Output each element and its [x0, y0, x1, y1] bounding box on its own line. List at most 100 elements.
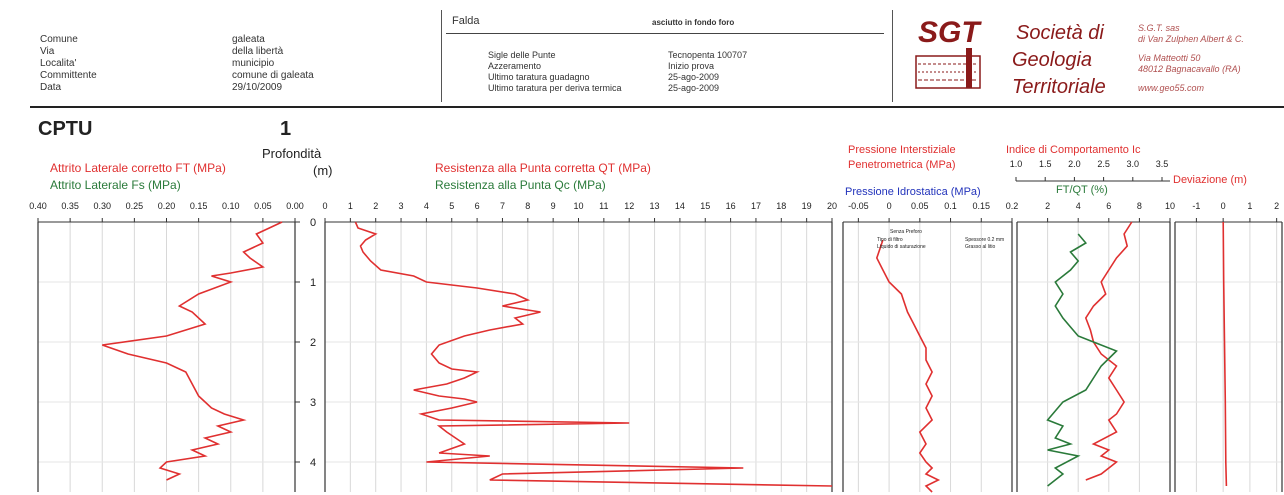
legend-ft: Attrito Laterale corretto FT (MPa) — [50, 161, 226, 175]
site-label: Via — [40, 46, 55, 57]
company-info-line: 48012 Bagnacavallo (RA) — [1138, 64, 1241, 74]
x-tick-label: 7 — [500, 201, 505, 211]
site-value: della libertà — [232, 46, 284, 57]
x-tick-label: 15 — [700, 201, 710, 211]
legend-ic: Indice di Comportamento Ic — [1006, 144, 1141, 156]
x-tick-label: 0.40 — [29, 201, 47, 211]
x-tick-label: 0.2 — [1006, 201, 1019, 211]
ic-tick-label: 2.5 — [1097, 159, 1110, 169]
x-tick-label: 10 — [1165, 201, 1175, 211]
legend-u0: Pressione Idrostatica (MPa) — [845, 186, 981, 198]
site-label: Committente — [40, 70, 97, 81]
legend-dev: Deviazione (m) — [1173, 174, 1247, 186]
company-info-line: www.geo55.com — [1138, 83, 1205, 93]
legend-u: Pressione Interstiziale — [848, 144, 956, 156]
x-tick-label: 16 — [726, 201, 736, 211]
depth-tick-label: 1 — [310, 277, 316, 289]
x-tick-label: 0.20 — [158, 201, 176, 211]
depth-tick-label: 3 — [310, 397, 316, 409]
legend-qt: Resistenza alla Punta corretta QT (MPa) — [435, 161, 651, 175]
company-info-line: Via Matteotti 50 — [1138, 53, 1201, 63]
legend-fs: Attrito Laterale Fs (MPa) — [50, 178, 181, 192]
x-tick-label: 3 — [399, 201, 404, 211]
u-legend-item: Grasso al litio — [965, 244, 996, 250]
company-name: Società di Geologia Territoriale — [1012, 20, 1106, 101]
x-tick-label: 12 — [624, 201, 634, 211]
series-line — [1222, 221, 1228, 487]
series-line — [875, 239, 941, 493]
company-info-line: S.G.T. sas — [1138, 23, 1180, 33]
header-rule — [30, 106, 1284, 108]
series-line — [1046, 233, 1118, 487]
site-value: galeata — [232, 34, 265, 45]
x-tick-label: 17 — [751, 201, 761, 211]
x-tick-label: 0 — [887, 201, 892, 211]
x-tick-label: 11 — [599, 201, 608, 211]
site-value: municipio — [232, 58, 275, 69]
company-info: S.G.T. sas di Van Zulphen Albert & C. Vi… — [1138, 23, 1244, 94]
ic-tick-label: 3.5 — [1156, 159, 1169, 169]
sgt-logo: SGT — [914, 14, 998, 94]
test-number: 1 — [280, 118, 292, 140]
x-tick-label: 20 — [827, 201, 837, 211]
depth-unit: (m) — [313, 163, 333, 178]
x-tick-label: -1 — [1192, 201, 1200, 211]
company-line: Territoriale — [1012, 76, 1106, 98]
x-tick-label: 6 — [475, 201, 480, 211]
probe-label: Ultimo taratura per deriva termica — [488, 83, 622, 93]
x-tick-label: 0.15 — [973, 201, 991, 211]
x-tick-label: 0.15 — [190, 201, 208, 211]
site-value: 29/10/2009 — [232, 82, 283, 93]
x-tick-label: 18 — [776, 201, 786, 211]
depth-tick-label: 4 — [310, 457, 316, 469]
depth-title: Profondità — [262, 146, 322, 161]
u-legend-item: Tipo di filtro — [877, 237, 903, 243]
depth-tick-label: 2 — [310, 337, 316, 349]
test-title: CPTU — [38, 118, 93, 140]
x-tick-label: 0.30 — [93, 201, 111, 211]
site-value: comune di galeata — [232, 70, 314, 81]
x-tick-label: -0.05 — [848, 201, 869, 211]
probe-value: 25-ago-2009 — [668, 83, 720, 93]
probe-labels: Sigle delle Punte Azzeramento Ultimo tar… — [488, 50, 622, 94]
x-tick-label: 1 — [348, 201, 353, 211]
probe-label: Ultimo taratura guadagno — [488, 72, 590, 82]
u-legend-item: Liquido di saturazione — [877, 244, 926, 250]
x-tick-label: 6 — [1106, 201, 1111, 211]
x-tick-label: 0.00 — [286, 201, 304, 211]
site-label: Comune — [40, 34, 78, 45]
probe-label: Azzeramento — [488, 61, 542, 71]
legend-qc: Resistenza alla Punta Qc (MPa) — [435, 178, 606, 192]
company-info-line: di Van Zulphen Albert & C. — [1138, 34, 1244, 44]
company-line: Società di — [1016, 22, 1104, 44]
x-tick-label: 8 — [525, 201, 530, 211]
legend-ftqt: FT/QT (%) — [1056, 184, 1108, 196]
company-line: Geologia — [1012, 49, 1093, 71]
x-tick-label: 5 — [449, 201, 454, 211]
probe-label: Sigle delle Punte — [488, 50, 556, 60]
site-label: Data — [40, 82, 62, 93]
ic-tick-label: 3.0 — [1127, 159, 1140, 169]
x-tick-label: 0.05 — [254, 201, 272, 211]
probe-value: Tecnopenta 100707 — [668, 50, 748, 60]
depth-tick-label: 0 — [310, 217, 316, 229]
falda-underline — [446, 33, 884, 34]
x-tick-label: 4 — [424, 201, 429, 211]
ic-tick-label: 1.5 — [1039, 159, 1052, 169]
series-line — [354, 221, 833, 487]
x-tick-label: 2 — [1045, 201, 1050, 211]
probe-value: 25-ago-2009 — [668, 72, 720, 82]
header-divider — [441, 10, 442, 102]
x-tick-label: 19 — [802, 201, 812, 211]
ic-tick-label: 2.0 — [1068, 159, 1081, 169]
u-legend-item: Spessore 0.2 mm — [965, 237, 1004, 243]
site-values: galeata della libertà municipio comune d… — [232, 34, 314, 94]
falda-value: asciutto in fondo foro — [652, 18, 735, 27]
legend-u2: Penetrometrica (MPa) — [848, 159, 956, 171]
falda-label: Falda — [452, 15, 480, 27]
series-line — [102, 221, 283, 481]
sgt-logo-text: SGT — [918, 16, 980, 49]
site-label: Localita' — [40, 58, 77, 69]
x-tick-label: 4 — [1076, 201, 1081, 211]
